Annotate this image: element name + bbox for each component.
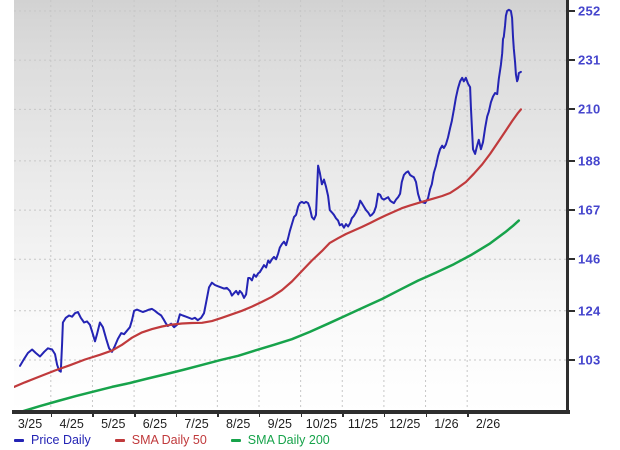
legend-label: SMA Daily 200 <box>247 433 330 447</box>
legend-label: SMA Daily 50 <box>131 433 207 447</box>
y-axis-line <box>566 0 569 413</box>
chart-canvas <box>14 0 567 413</box>
y-axis-tick <box>568 258 575 261</box>
y-axis-tick <box>568 209 575 212</box>
x-axis-tick <box>175 413 178 417</box>
x-axis-tick <box>425 413 428 417</box>
plot-area <box>14 0 567 413</box>
x-axis-label: 4/25 <box>59 417 84 431</box>
x-axis-label: 10/25 <box>305 417 338 431</box>
price-line <box>19 8 522 373</box>
x-axis-tick <box>92 413 94 417</box>
price-daily-swatch-icon <box>14 438 24 442</box>
sma50-line <box>14 108 522 388</box>
legend-item-price-daily: Price Daily <box>14 433 91 447</box>
y-axis-tick <box>568 59 575 62</box>
y-axis-label: 231 <box>578 52 601 68</box>
sma200-swatch-icon <box>230 438 241 442</box>
y-axis-label: 188 <box>578 153 601 169</box>
x-axis-label: 1/26 <box>434 417 459 431</box>
y-axis-label: 146 <box>578 251 601 267</box>
y-axis-label: 103 <box>578 352 601 368</box>
x-axis-tick <box>467 413 469 417</box>
legend-item-sma-200: SMA Daily 200 <box>230 433 330 447</box>
x-axis-label: 2/26 <box>475 417 501 431</box>
legend-item-sma-50: SMA Daily 50 <box>114 433 207 447</box>
sma200-line <box>20 219 521 413</box>
x-axis-label: 11/25 <box>347 417 379 431</box>
legend-label: Price Daily <box>31 433 91 447</box>
sma50-swatch-icon <box>114 438 125 442</box>
x-axis-label: 7/25 <box>184 417 209 431</box>
y-axis-tick <box>568 159 575 162</box>
y-axis-tick <box>568 359 575 361</box>
x-axis-label: 6/25 <box>142 417 168 431</box>
y-axis-label: 167 <box>578 202 601 218</box>
y-axis-tick <box>568 309 575 312</box>
x-axis-label: 9/25 <box>267 417 292 431</box>
x-axis-label: 8/25 <box>226 417 251 431</box>
chart-legend: Price Daily SMA Daily 50 SMA Daily 200 <box>14 433 354 447</box>
x-axis-tick <box>383 413 386 417</box>
x-axis-label: 5/25 <box>101 417 126 431</box>
y-axis-label: 252 <box>578 3 601 19</box>
x-axis-line <box>12 410 570 414</box>
x-axis-tick <box>300 413 303 417</box>
y-axis-tick <box>568 108 575 111</box>
x-axis-label: 3/25 <box>17 417 43 431</box>
x-axis-tick <box>50 413 53 417</box>
y-axis-label: 210 <box>578 101 601 117</box>
y-axis-label: 124 <box>578 303 601 319</box>
x-axis-tick <box>134 413 136 417</box>
y-axis-tick <box>568 9 575 12</box>
x-axis-tick <box>217 413 219 417</box>
x-axis-label: 12/25 <box>389 417 421 431</box>
x-axis-tick <box>342 413 344 417</box>
x-axis-tick <box>258 413 261 417</box>
